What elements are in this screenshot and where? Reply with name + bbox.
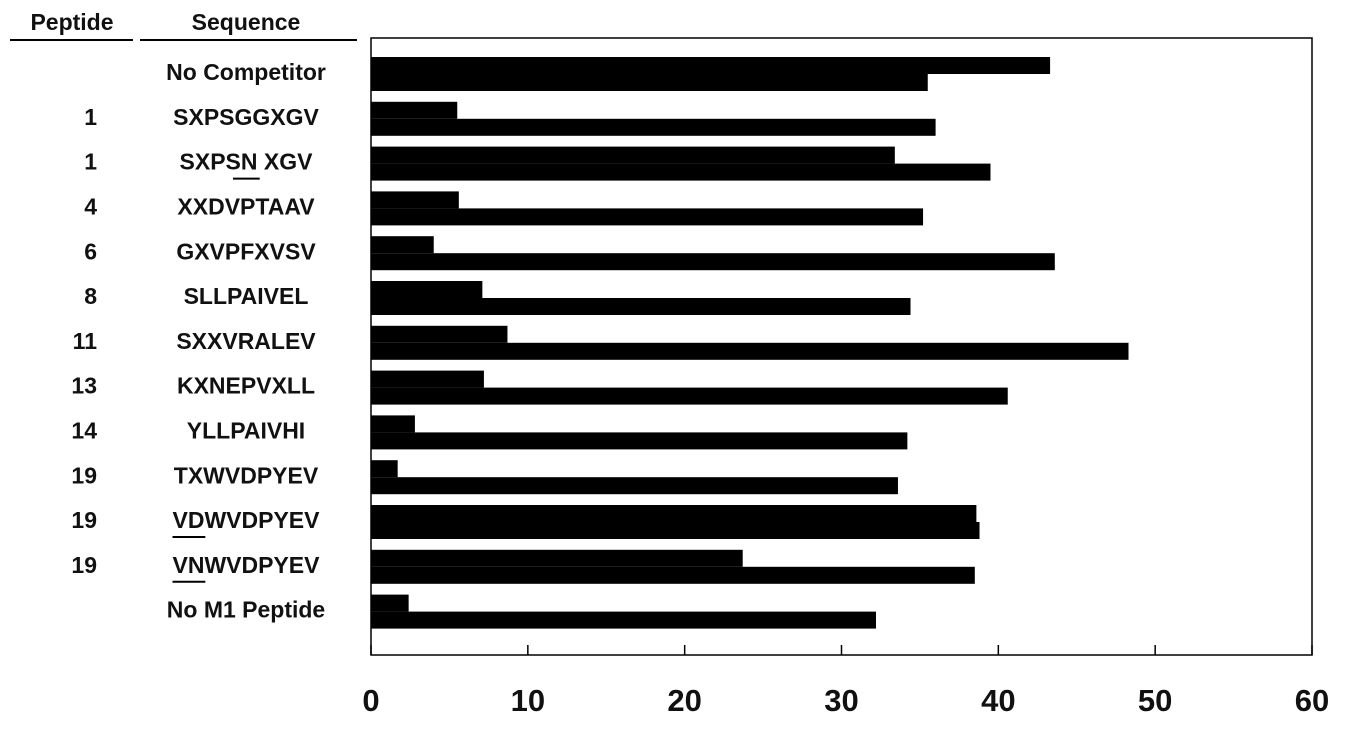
- bar: [371, 505, 977, 522]
- peptide-label: 1: [84, 104, 97, 130]
- sequence-label: VNWVDPYEV: [173, 552, 321, 578]
- bar: [371, 281, 483, 298]
- column-header: Peptide: [30, 9, 113, 35]
- peptide-label: 1: [84, 149, 97, 175]
- bar: [371, 522, 980, 539]
- bar: [371, 477, 898, 495]
- sequence-label: SXPSN XGV: [180, 149, 314, 175]
- sequence-label: TXWVDPYEV: [174, 462, 319, 488]
- bar: [371, 325, 508, 343]
- sequence-label: No Competitor: [166, 59, 326, 85]
- x-tick-label: 30: [824, 683, 858, 718]
- peptide-label: 8: [84, 283, 97, 309]
- peptide-label: 11: [73, 328, 98, 354]
- peptide-label: 13: [71, 373, 97, 399]
- peptide-label: 19: [71, 507, 97, 533]
- x-tick-label: 50: [1138, 683, 1172, 718]
- sequence-label: VDWVDPYEV: [173, 507, 321, 533]
- bar: [371, 253, 1055, 271]
- bar: [371, 146, 895, 164]
- bar: [371, 163, 991, 181]
- x-tick-label: 20: [667, 683, 701, 718]
- x-tick-label: 10: [511, 683, 545, 718]
- x-tick-label: 0: [362, 683, 379, 718]
- bar: [371, 57, 1051, 74]
- bar: [371, 236, 434, 254]
- bar: [371, 342, 1129, 360]
- bar: [371, 387, 1008, 405]
- bar: [371, 566, 975, 584]
- bar: [371, 74, 928, 91]
- bar: [371, 549, 743, 567]
- bar: [371, 208, 924, 226]
- x-tick-label: 60: [1295, 683, 1329, 718]
- sequence-label: GXVPFXVSV: [176, 238, 316, 264]
- sequence-label: No M1 Peptide: [167, 597, 325, 623]
- bar: [371, 101, 458, 119]
- sequence-label: SXPSGGXGV: [173, 104, 319, 130]
- bar: [371, 370, 484, 388]
- bar: [371, 298, 911, 315]
- peptide-label: 14: [71, 417, 97, 443]
- sequence-label: SLLPAIVEL: [184, 283, 309, 309]
- bar: [371, 460, 398, 478]
- bar: [371, 611, 877, 629]
- bar: [371, 118, 936, 136]
- sequence-label: XXDVPTAAV: [177, 193, 315, 219]
- sequence-label: KXNEPVXLL: [177, 373, 315, 399]
- bar: [371, 191, 459, 209]
- bar: [371, 432, 908, 450]
- column-header: Sequence: [192, 9, 301, 35]
- sequence-label: YLLPAIVHI: [187, 417, 305, 443]
- peptide-label: 4: [84, 193, 97, 219]
- sequence-label: SXXVRALEV: [176, 328, 316, 354]
- bar: [371, 415, 415, 433]
- peptide-label: 19: [71, 552, 97, 578]
- x-tick-label: 40: [981, 683, 1015, 718]
- peptide-label: 19: [71, 462, 97, 488]
- bar: [371, 594, 409, 612]
- peptide-label: 6: [84, 238, 97, 264]
